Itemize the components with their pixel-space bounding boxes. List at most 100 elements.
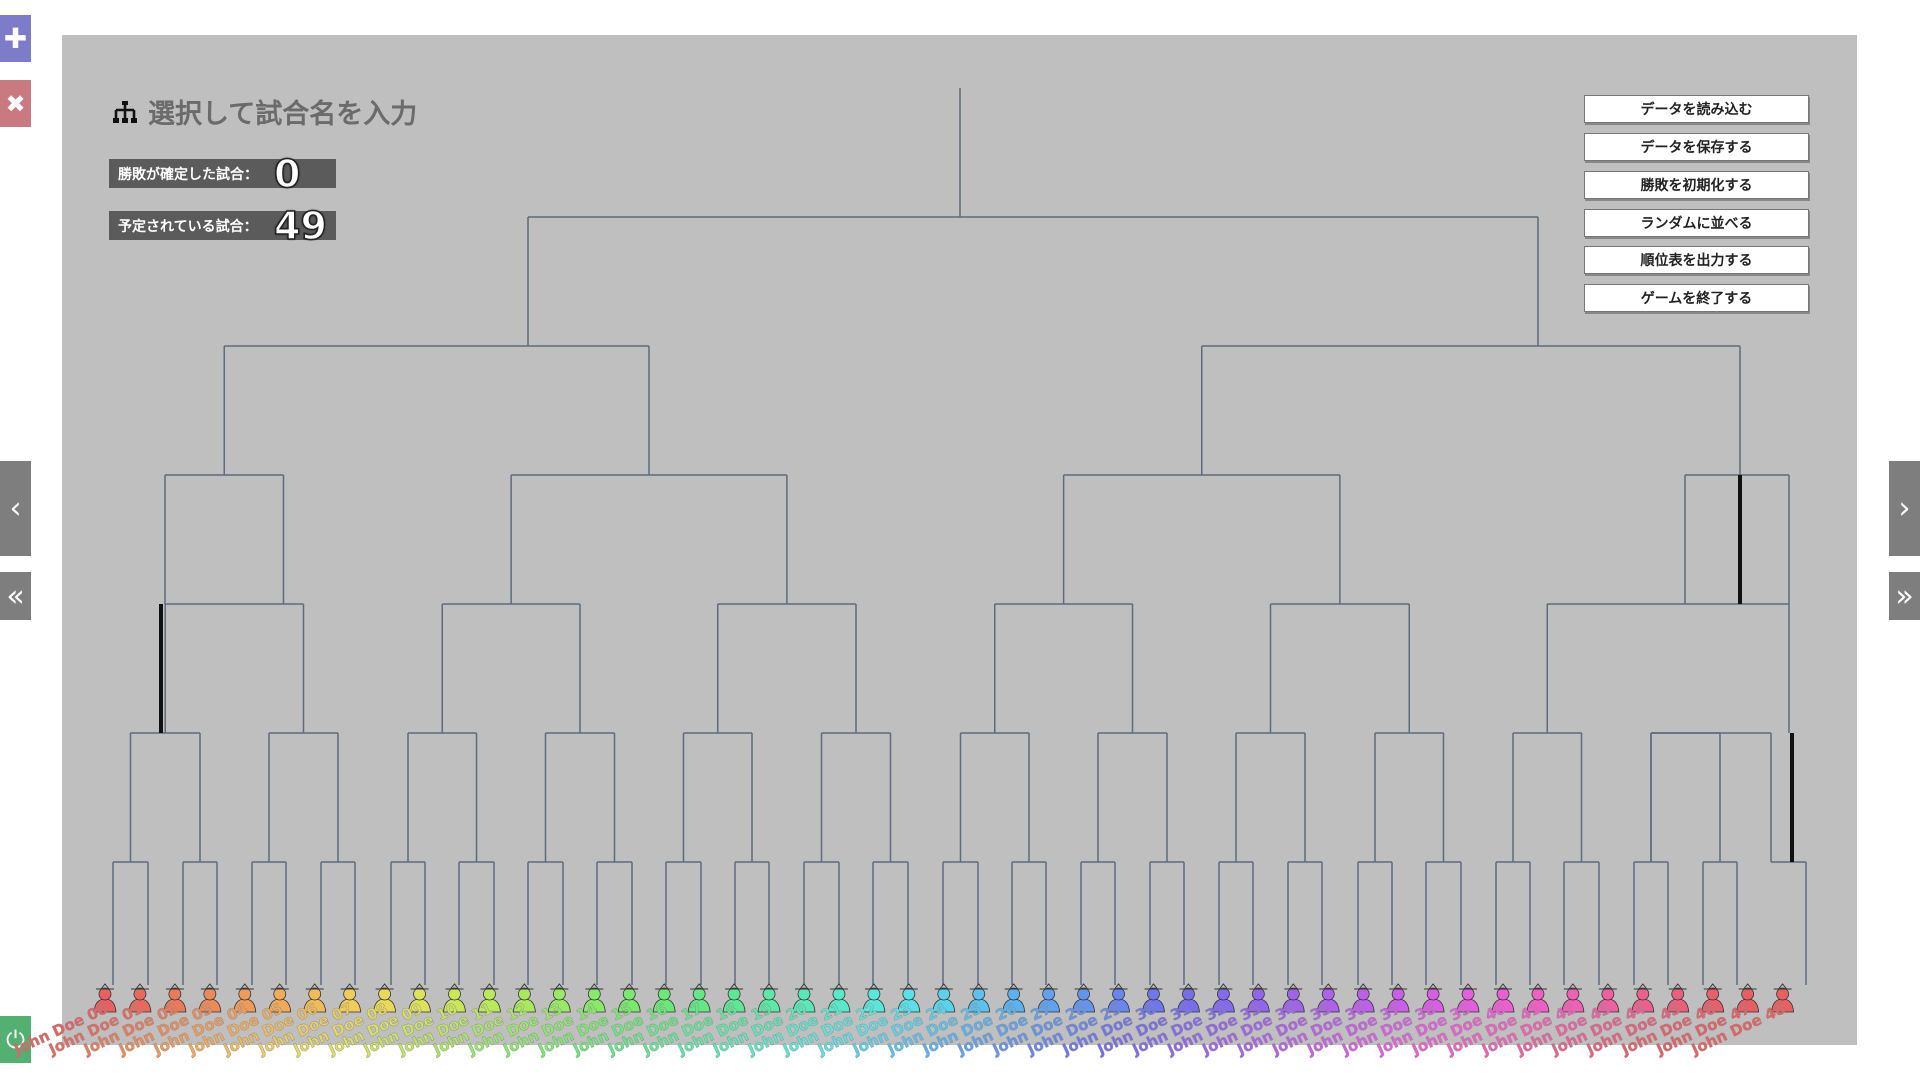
player-avatar-icon	[1531, 987, 1545, 1001]
player-avatar-icon	[1356, 987, 1370, 1001]
player-avatar-icon	[1601, 987, 1615, 1001]
save-data-button[interactable]: データを保存する	[1584, 133, 1809, 161]
player-avatar-icon	[273, 987, 287, 1001]
player-hat-icon	[829, 983, 848, 990]
player-avatar-icon	[343, 987, 357, 1001]
match-name-title[interactable]: 選択して試合名を入力	[148, 99, 418, 130]
player-hat-icon	[1703, 983, 1722, 990]
player-avatar-icon	[168, 987, 182, 1001]
player-hat-icon	[1528, 983, 1547, 990]
player-hat-icon	[725, 983, 744, 990]
scroll-left-button[interactable]: ‹	[0, 461, 31, 556]
player-hat-icon	[1249, 983, 1268, 990]
player-avatar-icon	[1182, 987, 1195, 1001]
player-avatar-icon	[762, 987, 776, 1001]
player-avatar-icon	[622, 987, 636, 1001]
player-hat-icon	[375, 983, 394, 990]
player-avatar-icon	[902, 987, 916, 1001]
player-avatar-icon	[657, 987, 671, 1001]
player-avatar-icon	[483, 987, 496, 1001]
player-hat-icon	[899, 983, 918, 990]
player-hat-icon	[1109, 983, 1128, 990]
player-avatar-icon	[1112, 987, 1125, 1001]
player-avatar-icon	[937, 987, 951, 1001]
player-avatar-icon	[1496, 987, 1510, 1001]
player-hat-icon	[864, 983, 883, 990]
player-hat-icon	[1563, 983, 1582, 990]
remove-player-button[interactable]: ✖	[0, 80, 31, 127]
scroll-start-button[interactable]: «	[0, 572, 31, 620]
player-avatar-icon	[518, 987, 531, 1001]
player-avatar-icon	[1321, 987, 1335, 1001]
decided-matches-panel: 勝敗が確定した試合： 0	[109, 154, 336, 193]
player-hat-icon	[200, 983, 219, 990]
player-hat-icon	[130, 983, 149, 990]
player-avatar-icon	[98, 987, 112, 1001]
shuffle-button[interactable]: ランダムに並べる	[1584, 209, 1809, 237]
player-hat-icon	[515, 983, 534, 990]
player-hat-icon	[1214, 983, 1233, 990]
double-chevron-left-icon: «	[6, 578, 25, 614]
add-player-button[interactable]: ✚	[0, 15, 31, 62]
player-avatar-icon	[1566, 987, 1580, 1001]
player-avatar-icon	[1426, 987, 1440, 1001]
player-hat-icon	[305, 983, 324, 990]
power-button[interactable]: ⏻	[0, 1016, 31, 1063]
player-avatar-icon	[972, 987, 986, 1001]
player-hat-icon	[1144, 983, 1163, 990]
player-hat-icon	[1773, 983, 1792, 990]
decided-matches-label: 勝敗が確定した試合：	[118, 166, 258, 183]
player-hat-icon	[760, 983, 779, 990]
player-avatar-icon	[1706, 987, 1720, 1001]
player-hat-icon	[480, 983, 499, 990]
player-avatar-icon	[448, 987, 461, 1001]
player-hat-icon	[1354, 983, 1373, 990]
chevron-right-icon: ›	[1898, 491, 1911, 526]
player-hat-icon	[1179, 983, 1198, 990]
player-hat-icon	[1284, 983, 1303, 990]
player-avatar-icon	[1251, 987, 1265, 1001]
player-avatar-icon	[692, 987, 706, 1001]
player-hat-icon	[235, 983, 254, 990]
reset-results-button[interactable]: 勝敗を初期化する	[1584, 171, 1809, 199]
player-avatar-icon	[1671, 987, 1685, 1001]
double-chevron-right-icon: »	[1895, 578, 1914, 614]
player-avatar-icon	[1636, 987, 1650, 1001]
player-avatar-icon	[1461, 987, 1475, 1001]
quit-game-button[interactable]: ゲームを終了する	[1584, 284, 1809, 312]
scroll-end-button[interactable]: »	[1889, 572, 1920, 620]
scheduled-matches-panel: 予定されている試合： 49	[109, 206, 336, 245]
player-avatar-icon	[1042, 987, 1056, 1001]
player-hat-icon	[1039, 983, 1058, 990]
plus-icon: ✚	[3, 22, 28, 55]
player-avatar-icon	[378, 987, 392, 1001]
player-hat-icon	[1424, 983, 1443, 990]
player-hat-icon	[1319, 983, 1338, 990]
player-avatar-icon	[552, 987, 566, 1001]
title-area[interactable]: 選択して試合名を入力	[112, 92, 417, 131]
chevron-left-icon: ‹	[9, 491, 22, 526]
player-avatar-icon	[1391, 987, 1405, 1001]
player-avatar-icon	[1286, 987, 1300, 1001]
player-hat-icon	[165, 983, 184, 990]
player-avatar-icon	[1007, 987, 1021, 1001]
player-avatar-icon	[1741, 987, 1755, 1001]
player-hat-icon	[1074, 983, 1093, 990]
player-hat-icon	[585, 983, 604, 990]
player-avatar-icon	[727, 987, 741, 1001]
player-hat-icon	[969, 983, 988, 990]
player-avatar-icon	[203, 987, 217, 1001]
tournament-icon	[113, 100, 137, 123]
player-hat-icon	[655, 983, 674, 990]
player-hat-icon	[1494, 983, 1512, 990]
scroll-right-button[interactable]: ›	[1889, 461, 1920, 556]
player-avatar-icon	[1217, 987, 1230, 1001]
player-avatar-icon	[587, 987, 601, 1001]
player-hat-icon	[550, 983, 569, 990]
scheduled-matches-count: 49	[273, 203, 327, 248]
load-data-button[interactable]: データを読み込む	[1584, 95, 1809, 123]
ranking-button[interactable]: 順位表を出力する	[1584, 246, 1809, 274]
player-hat-icon	[1459, 983, 1478, 990]
player-avatar-icon	[1147, 987, 1160, 1001]
